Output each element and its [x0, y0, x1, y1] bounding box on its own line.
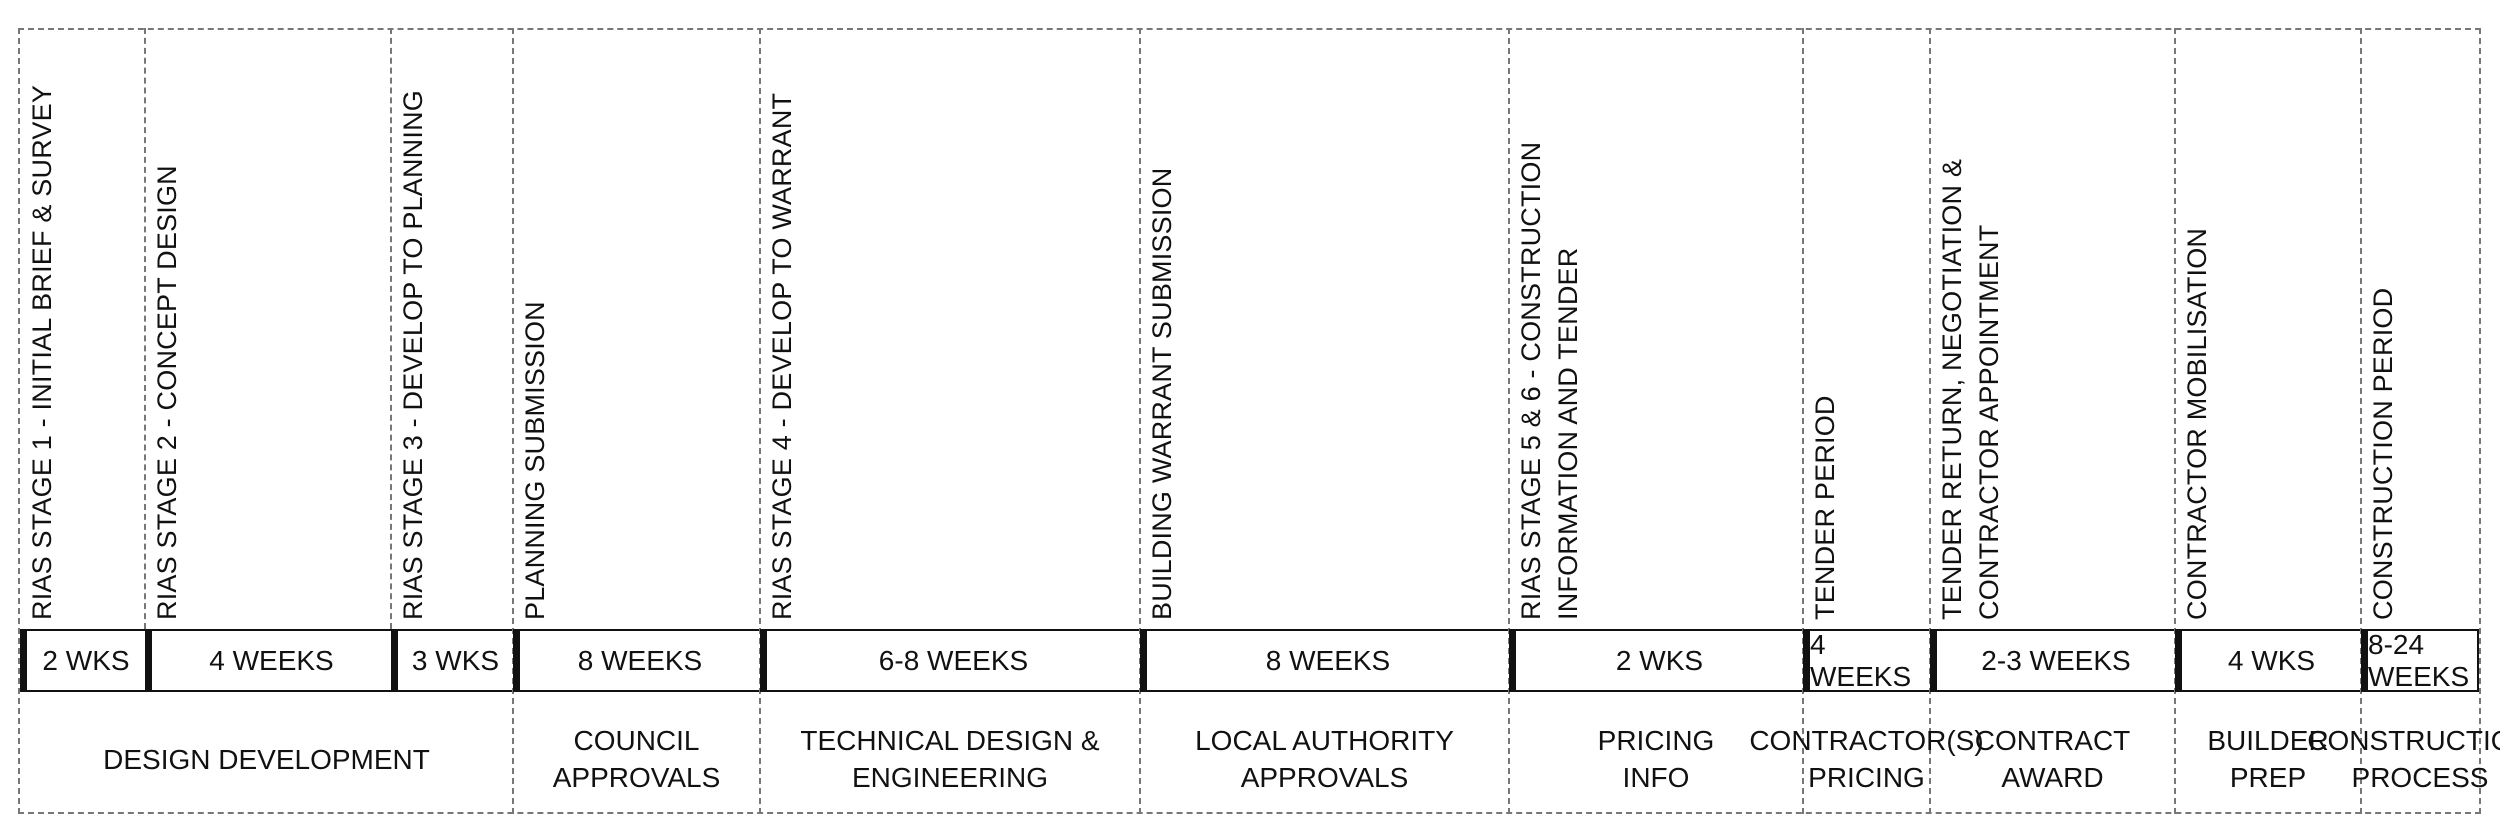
column-divider	[759, 28, 761, 814]
duration-start-marker	[1509, 629, 1516, 692]
stage-label-cell: CONSTRUCTION PERIOD	[2365, 40, 2475, 620]
duration-label: 3 WKS	[411, 644, 500, 676]
phase-label: PRICING INFO	[1597, 725, 1715, 793]
stage-label-cell: BUILDING WARRANT SUBMISSION	[1144, 40, 1505, 620]
stage-label-cell: RIAS STAGE 3 - DEVELOP TO PLANNING	[395, 40, 509, 620]
phase-label: CONTRACT AWARD	[1974, 725, 2131, 793]
duration-label: 2 WKS	[1615, 644, 1704, 676]
duration-start-marker	[1803, 629, 1810, 692]
duration-end-marker	[2477, 629, 2479, 692]
phase-label: COUNCIL APPROVALS	[552, 725, 721, 793]
stage-label: RIAS STAGE 4 - DEVELOP TO WARRANT	[767, 92, 797, 620]
stage-label-cell: RIAS STAGE 1 - INITIAL BRIEF & SURVEY	[24, 40, 141, 620]
duration-label: 8-24 WEEKS	[2368, 628, 2470, 692]
column-divider	[1508, 28, 1510, 814]
duration-start-marker	[1930, 629, 1937, 692]
stage-label-cell: PLANNING SUBMISSION	[517, 40, 756, 620]
stage-label-cell: TENDER RETURN, NEGOTIATION & CONTRACTOR …	[1934, 40, 2171, 620]
column-divider	[390, 28, 392, 629]
stage-label: RIAS STAGE 5 & 6 - CONSTRUCTION INFORMAT…	[1516, 141, 1583, 620]
duration-band	[20, 629, 2479, 692]
duration-label: 2-3 WEEKS	[1981, 644, 2131, 676]
stage-label: TENDER PERIOD	[1810, 395, 1840, 620]
duration-start-marker	[391, 629, 398, 692]
timeline-frame	[18, 28, 2481, 814]
phase-label: LOCAL AUTHORITY APPROVALS	[1195, 725, 1454, 793]
stage-label-cell: RIAS STAGE 4 - DEVELOP TO WARRANT	[764, 40, 1136, 620]
phase-label: TECHNICAL DESIGN & ENGINEERING	[800, 725, 1100, 793]
duration-label: 8 WEEKS	[577, 644, 703, 676]
stage-label: RIAS STAGE 2 - CONCEPT DESIGN	[152, 165, 182, 620]
stage-label: TENDER RETURN, NEGOTIATION & CONTRACTOR …	[1937, 158, 2004, 620]
column-divider	[1929, 28, 1931, 814]
column-divider	[2174, 28, 2176, 814]
column-divider	[512, 28, 514, 814]
duration-label: 2 WKS	[42, 644, 130, 676]
stage-label-cell: CONTRACTOR MOBILISATION	[2179, 40, 2357, 620]
duration-start-marker	[20, 629, 27, 692]
column-divider	[144, 28, 146, 629]
phase-label: BUILDER PREP	[2207, 725, 2329, 793]
duration-label: 4 WEEKS	[1810, 628, 1912, 692]
column-divider	[1802, 28, 1804, 814]
stage-label-cell: TENDER PERIOD	[1807, 40, 1926, 620]
duration-start-marker	[145, 629, 152, 692]
stage-label-cell: RIAS STAGE 5 & 6 - CONSTRUCTION INFORMAT…	[1513, 40, 1799, 620]
stage-label: RIAS STAGE 3 - DEVELOP TO PLANNING	[398, 90, 428, 620]
stage-label: CONTRACTOR MOBILISATION	[2182, 227, 2212, 620]
stage-label: PLANNING SUBMISSION	[520, 301, 550, 620]
column-divider	[2360, 28, 2362, 814]
duration-start-marker	[513, 629, 520, 692]
phase-label: CONSTRUCTION PROCESS	[2307, 725, 2500, 793]
duration-start-marker	[1140, 629, 1147, 692]
phase-label: CONTRACTOR(S) PRICING	[1749, 725, 1984, 793]
duration-label: 4 WEEKS	[209, 644, 334, 676]
duration-label: 6-8 WEEKS	[878, 644, 1029, 676]
duration-start-marker	[2361, 629, 2368, 692]
duration-label: 4 WKS	[2227, 644, 2316, 676]
column-divider	[1139, 28, 1141, 814]
duration-start-marker	[2175, 629, 2182, 692]
stage-label: BUILDING WARRANT SUBMISSION	[1147, 167, 1177, 620]
stage-label-cell: RIAS STAGE 2 - CONCEPT DESIGN	[149, 40, 387, 620]
stage-label: CONSTRUCTION PERIOD	[2368, 287, 2398, 620]
duration-label: 8 WEEKS	[1265, 644, 1391, 676]
duration-start-marker	[760, 629, 767, 692]
phase-label: DESIGN DEVELOPMENT	[103, 743, 430, 775]
stage-label: RIAS STAGE 1 - INITIAL BRIEF & SURVEY	[27, 84, 57, 620]
